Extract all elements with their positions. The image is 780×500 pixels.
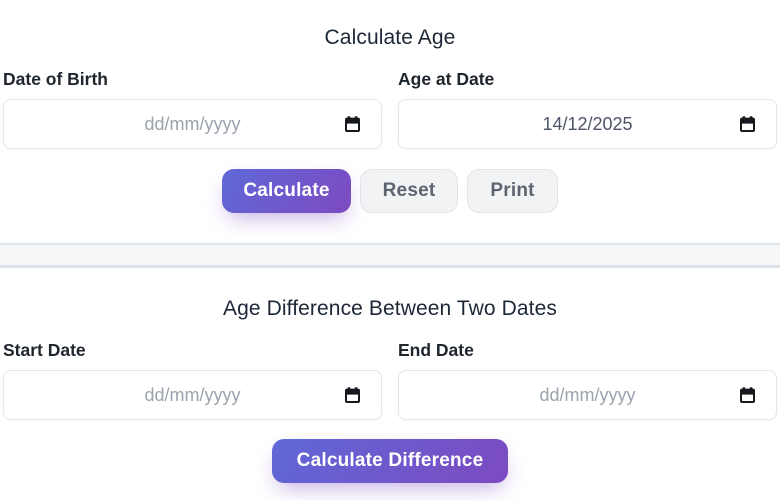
dob-label: Date of Birth xyxy=(3,69,108,89)
calculate-button[interactable]: Calculate xyxy=(222,169,351,213)
start-date-input-wrap xyxy=(3,370,382,420)
age-difference-section: Age Difference Between Two Dates Start D… xyxy=(0,268,780,483)
age-at-date-input-wrap xyxy=(398,99,777,149)
print-button[interactable]: Print xyxy=(467,169,558,213)
age-at-date-field: Age at Date xyxy=(398,70,777,149)
dob-field: Date of Birth xyxy=(3,70,382,149)
age-at-date-input[interactable] xyxy=(399,100,776,148)
calendar-icon[interactable] xyxy=(740,387,755,403)
end-date-field: End Date xyxy=(398,341,777,420)
end-date-label: End Date xyxy=(398,340,474,360)
age-at-date-label: Age at Date xyxy=(398,69,495,89)
calculate-age-fields: Date of Birth Age at Date xyxy=(0,70,780,149)
age-difference-fields: Start Date End Date xyxy=(0,341,780,420)
start-date-input[interactable] xyxy=(4,371,381,419)
start-date-label: Start Date xyxy=(3,340,86,360)
age-difference-buttons: Calculate Difference xyxy=(0,439,780,483)
end-date-input-wrap xyxy=(398,370,777,420)
section-divider xyxy=(0,243,780,268)
calendar-icon[interactable] xyxy=(740,116,755,132)
calculate-difference-button[interactable]: Calculate Difference xyxy=(271,439,509,483)
calendar-icon[interactable] xyxy=(345,116,360,132)
calculate-age-buttons: Calculate Reset Print xyxy=(0,169,780,213)
age-difference-title: Age Difference Between Two Dates xyxy=(223,297,557,320)
age-calculator-page: Calculate Age Date of Birth xyxy=(0,0,780,483)
dob-input-wrap xyxy=(3,99,382,149)
end-date-input[interactable] xyxy=(399,371,776,419)
dob-input[interactable] xyxy=(4,100,381,148)
calculate-age-section: Calculate Age Date of Birth xyxy=(0,0,780,213)
start-date-field: Start Date xyxy=(3,341,382,420)
calculate-age-title: Calculate Age xyxy=(324,26,456,49)
calendar-icon[interactable] xyxy=(345,387,360,403)
reset-button[interactable]: Reset xyxy=(359,169,459,213)
